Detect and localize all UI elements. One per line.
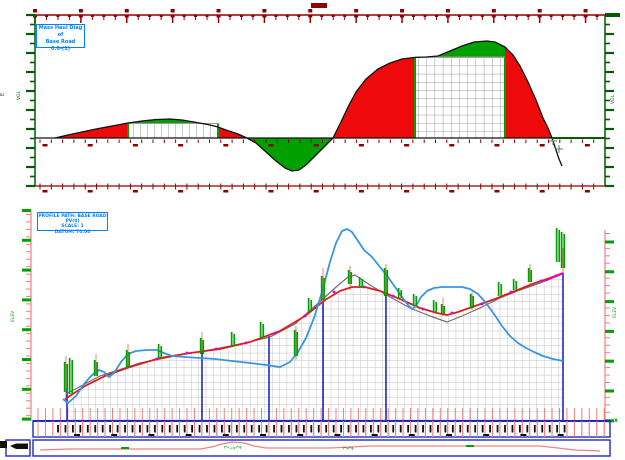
- svg-text:x: x: [614, 417, 618, 424]
- mass-haul-title-line1: Mass Haul Diag of: [38, 25, 83, 38]
- top-station-ruler: [30, 3, 608, 23]
- svg-text:VOL: VOL: [16, 90, 22, 100]
- profile-title-line1: PROFILE PATH: BASE ROAD PV(0): [38, 214, 107, 225]
- profile-station-row: [32, 420, 611, 438]
- svg-text:2: 2: [348, 446, 355, 450]
- mass-haul-baseline: [35, 137, 605, 147]
- svg-text:7: 7: [224, 445, 231, 449]
- svg-text:7: 7: [343, 446, 350, 450]
- profile-title-line3: DATUM: 70.00: [54, 229, 91, 235]
- profile-annotation-box[interactable]: PROFILE PATH: BASE ROAD PV(0) SCALE: 1 D…: [37, 212, 108, 235]
- mass-haul-grid-block: [414, 56, 506, 138]
- profile-grid-area: [67, 273, 563, 421]
- mass-haul-axes: VOL VOL E: [0, 13, 620, 188]
- svg-text:VOL: VOL: [610, 94, 616, 104]
- mass-haul-datum-ruler: [35, 183, 605, 193]
- mass-haul-title-line2: Base Road: [45, 39, 76, 45]
- datum-strip: 7 1 2 72x: [0, 417, 618, 457]
- svg-text:ELEV: ELEV: [612, 306, 618, 318]
- profile-title-line2: SCALE: 1: [61, 224, 84, 230]
- svg-text:E: E: [0, 93, 6, 96]
- svg-text:1: 1: [230, 446, 237, 450]
- mass-haul-title-line3: 0.0-(1): [51, 46, 70, 52]
- profile-elevation-markers: [63, 228, 566, 394]
- svg-text:ELEV: ELEV: [10, 310, 16, 322]
- svg-text:2: 2: [236, 445, 243, 449]
- mass-haul-annotation-box[interactable]: Mass Haul Diag of Base Road 0.0-(1): [36, 24, 85, 52]
- mass-haul-grid-block: [127, 123, 219, 138]
